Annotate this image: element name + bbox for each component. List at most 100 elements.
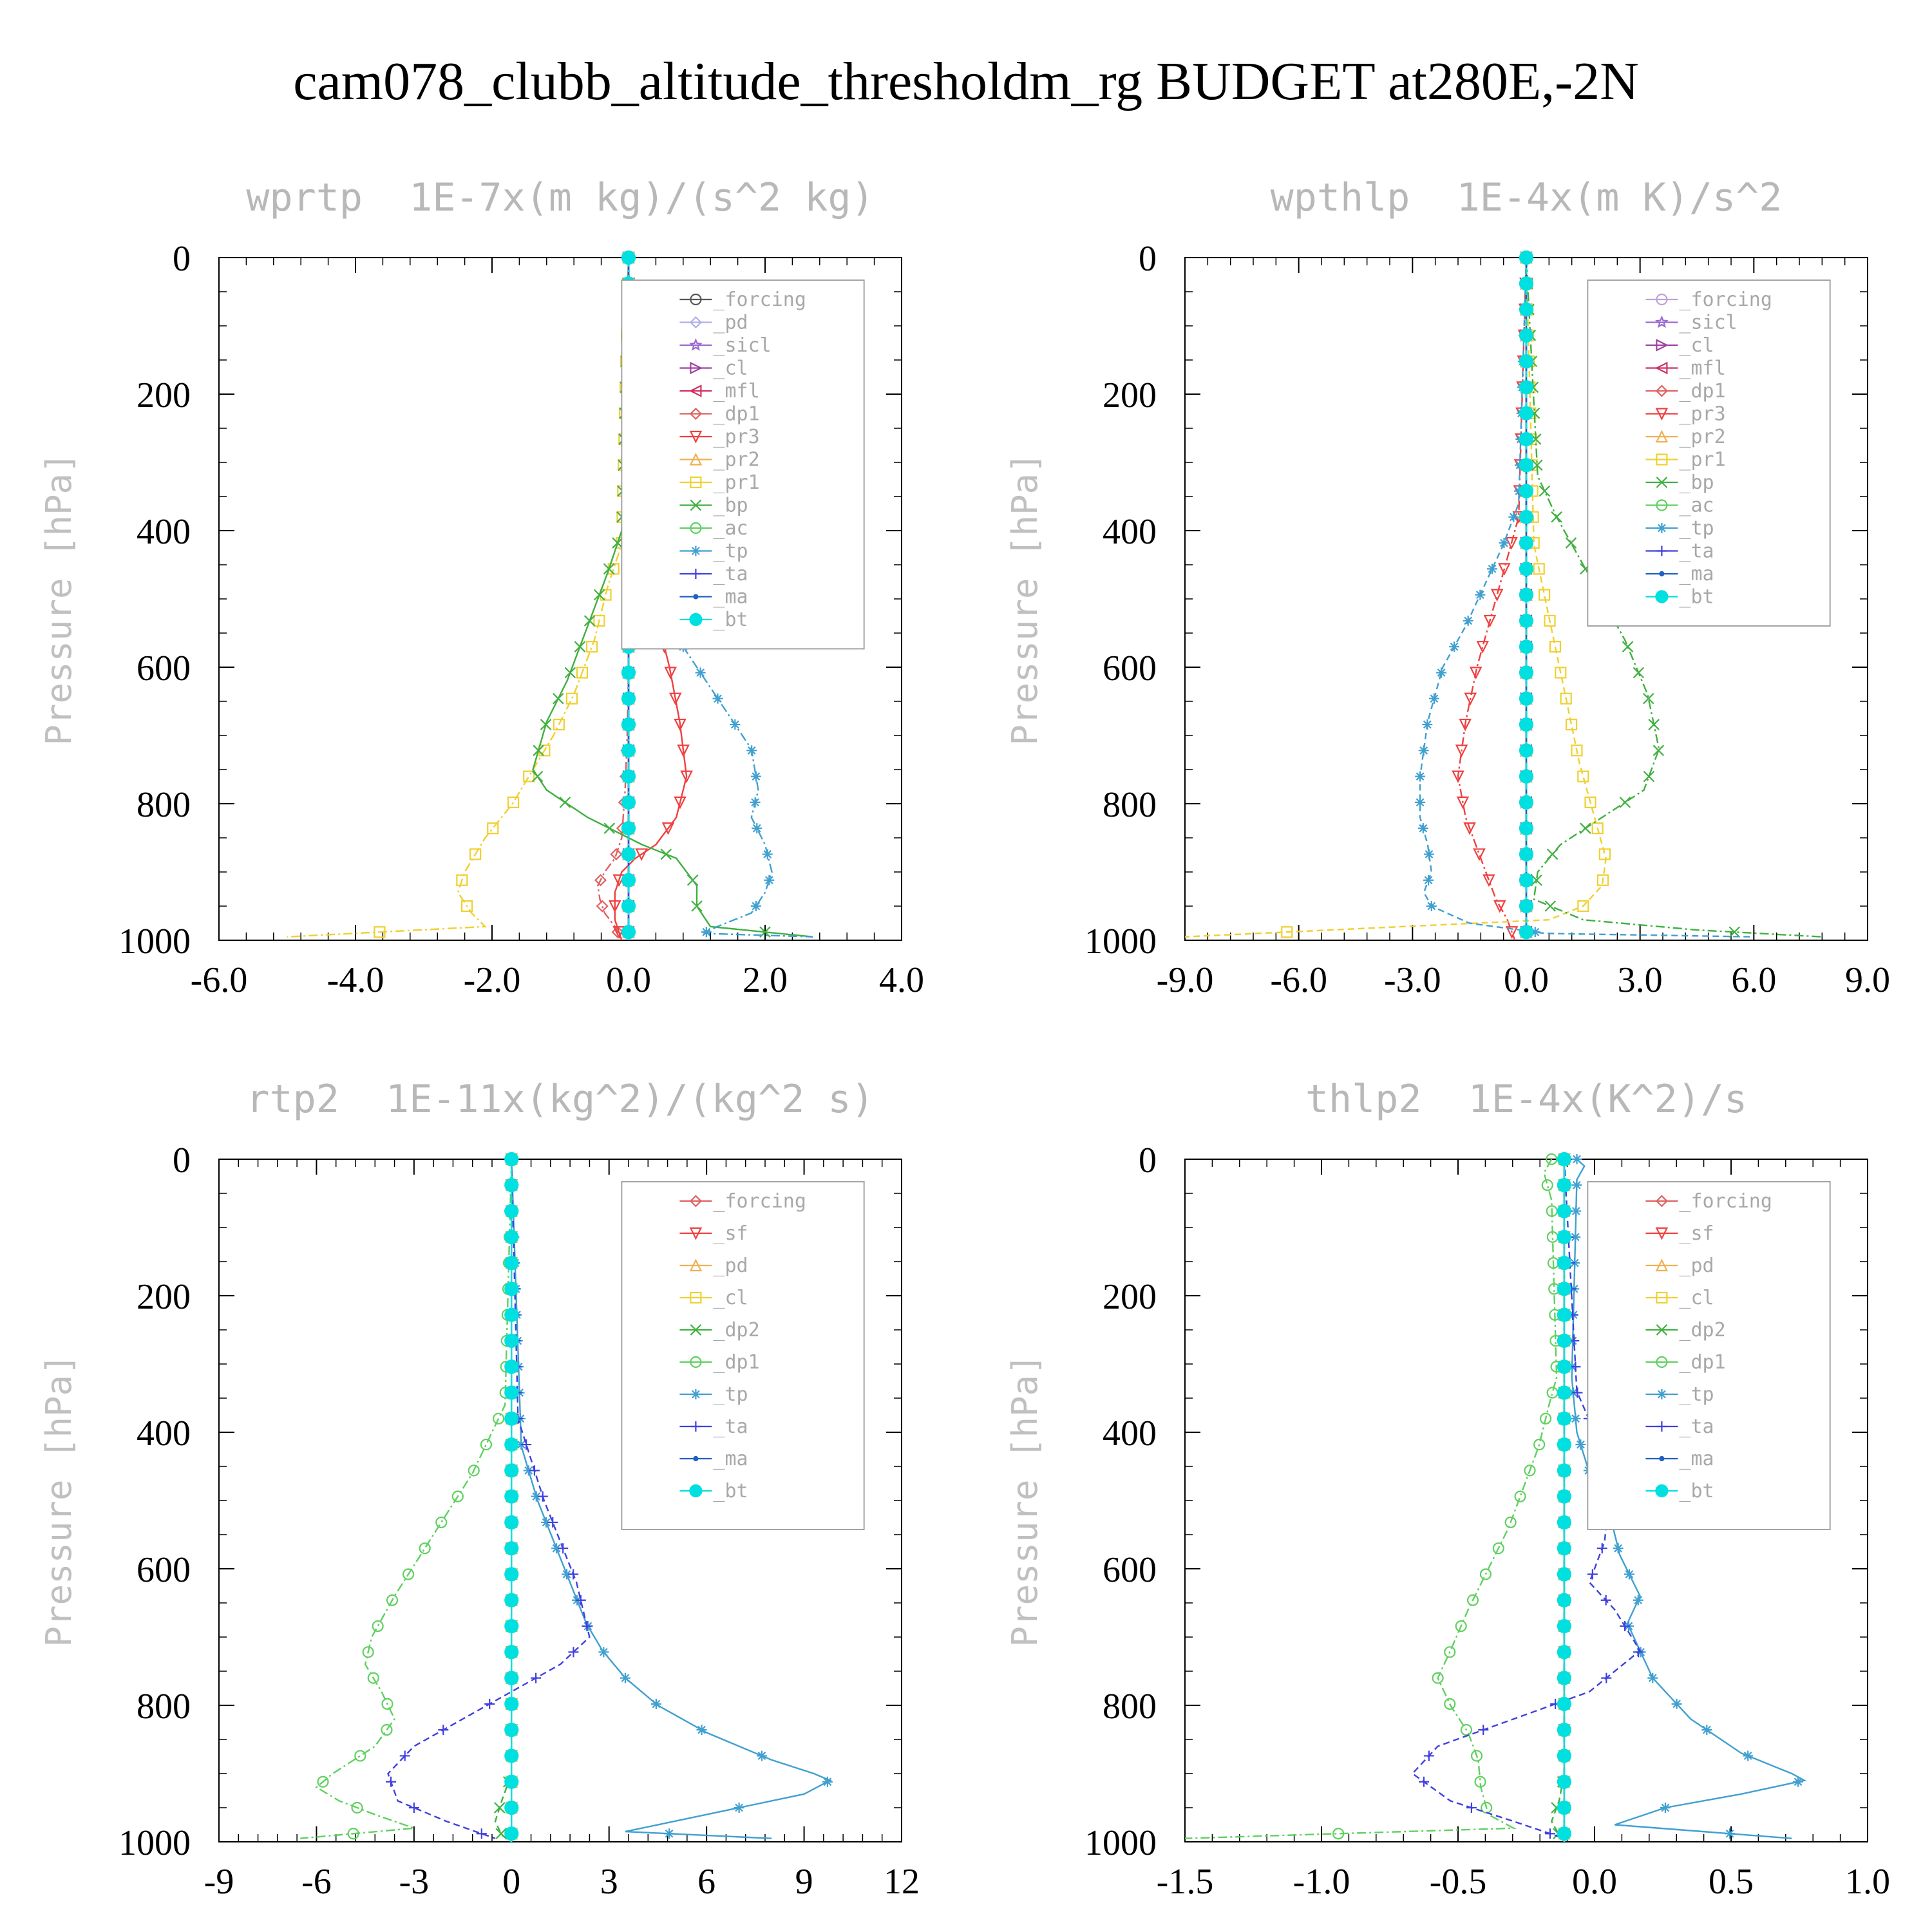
data-point xyxy=(1557,1229,1571,1244)
series-line xyxy=(1184,1159,1558,1839)
data-point xyxy=(701,927,712,938)
legend-item: _dp1 xyxy=(679,403,760,426)
legend-label: _bt xyxy=(713,609,748,631)
data-point xyxy=(562,1569,573,1580)
data-point xyxy=(1519,613,1534,629)
data-point xyxy=(504,1723,519,1738)
legend-marker xyxy=(1655,408,1669,421)
legend-marker xyxy=(693,1455,699,1462)
data-point xyxy=(495,1828,507,1840)
figure-title: cam078_clubb_altitude_thresholdm_rg BUDG… xyxy=(293,52,1639,111)
legend-label: _ma xyxy=(713,1448,748,1470)
legend-marker xyxy=(1659,1455,1665,1462)
data-point xyxy=(1544,614,1556,627)
data-point xyxy=(598,1647,609,1658)
legend-label: _pr2 xyxy=(713,449,759,471)
x-tick-label: 6.0 xyxy=(1731,960,1776,1000)
data-point xyxy=(1519,484,1534,498)
data-point xyxy=(1449,641,1460,652)
data-point xyxy=(1557,1800,1571,1815)
data-point xyxy=(661,822,675,835)
data-point xyxy=(1570,1231,1581,1242)
x-tick-label: -1.0 xyxy=(1293,1862,1350,1902)
data-point xyxy=(674,718,687,732)
data-point xyxy=(621,925,636,940)
data-point xyxy=(1671,1698,1682,1709)
data-point xyxy=(399,1750,410,1761)
data-point xyxy=(461,900,473,913)
data-point xyxy=(1557,1645,1571,1660)
data-point xyxy=(374,926,386,938)
data-point xyxy=(603,563,615,575)
x-tick-label: -6.0 xyxy=(191,960,248,1000)
data-point xyxy=(1565,537,1577,549)
data-point xyxy=(551,1543,562,1554)
y-tick-label: 1000 xyxy=(118,1823,191,1863)
data-point xyxy=(621,821,636,836)
data-point xyxy=(1620,1621,1631,1632)
data-point xyxy=(574,641,586,652)
data-point xyxy=(1571,1154,1582,1164)
data-point xyxy=(1725,1828,1736,1839)
data-point xyxy=(621,743,636,758)
data-point xyxy=(537,1491,548,1502)
data-point xyxy=(1519,380,1534,395)
legend-item: _ma xyxy=(1645,563,1714,585)
data-point xyxy=(1479,1568,1492,1580)
data-point xyxy=(531,770,544,782)
legend-label: _tp xyxy=(1679,517,1714,540)
legend-marker xyxy=(1655,1258,1669,1272)
x-tick-label: 0.0 xyxy=(1504,960,1549,1000)
legend-marker xyxy=(1655,384,1668,397)
legend-label: _forcing xyxy=(713,289,806,311)
series-line xyxy=(1525,257,1823,938)
data-point xyxy=(451,1490,464,1502)
data-point xyxy=(492,1412,505,1425)
data-point xyxy=(1508,511,1519,522)
legend-label: _mfl xyxy=(713,380,759,402)
data-point xyxy=(504,1800,519,1815)
data-point xyxy=(621,250,636,265)
legend-item: _ta xyxy=(679,563,748,585)
data-point xyxy=(1452,770,1464,784)
y-tick-label: 200 xyxy=(1103,1277,1157,1317)
legend-label: _bt xyxy=(1679,586,1714,609)
legend-item: _bp xyxy=(679,495,748,517)
data-point xyxy=(504,1333,519,1349)
series-line xyxy=(1411,1159,1642,1839)
legend-marker xyxy=(690,293,702,306)
x-tick-label: -3.0 xyxy=(1384,960,1441,1000)
legend-item: _ac xyxy=(1645,495,1714,517)
data-point xyxy=(1519,509,1534,524)
data-point xyxy=(559,797,571,808)
data-point xyxy=(621,717,636,732)
data-point xyxy=(600,589,612,601)
legend-item: _forcing xyxy=(679,289,806,311)
x-tick-label: 3.0 xyxy=(1618,960,1663,1000)
legend-marker xyxy=(1656,1389,1667,1399)
data-point xyxy=(668,692,682,706)
data-point xyxy=(1660,1803,1671,1813)
legend-item: _pr3 xyxy=(1645,403,1726,426)
data-point xyxy=(1417,823,1428,834)
legend-item: _tp xyxy=(1645,517,1714,540)
data-point xyxy=(504,1593,519,1607)
legend-marker xyxy=(1656,1291,1668,1304)
y-tick-label: 600 xyxy=(137,1550,191,1590)
y-tick-label: 800 xyxy=(137,1687,191,1727)
legend-item: _pr3 xyxy=(679,426,760,448)
legend-item: _ta xyxy=(1645,1416,1714,1438)
legend-item: _sicl xyxy=(1645,312,1738,334)
x-tick-label: -1.5 xyxy=(1157,1862,1214,1902)
legend-marker xyxy=(1655,1227,1669,1240)
data-point xyxy=(1546,1205,1558,1217)
legend-marker xyxy=(689,612,703,627)
legend-marker xyxy=(690,522,702,535)
data-point xyxy=(612,537,623,549)
data-point xyxy=(1624,1569,1634,1580)
data-point xyxy=(677,744,690,757)
x-tick-label: -9 xyxy=(204,1862,234,1902)
y-tick-label: 1000 xyxy=(118,922,191,961)
data-point xyxy=(1474,1776,1486,1788)
data-point xyxy=(553,718,565,731)
